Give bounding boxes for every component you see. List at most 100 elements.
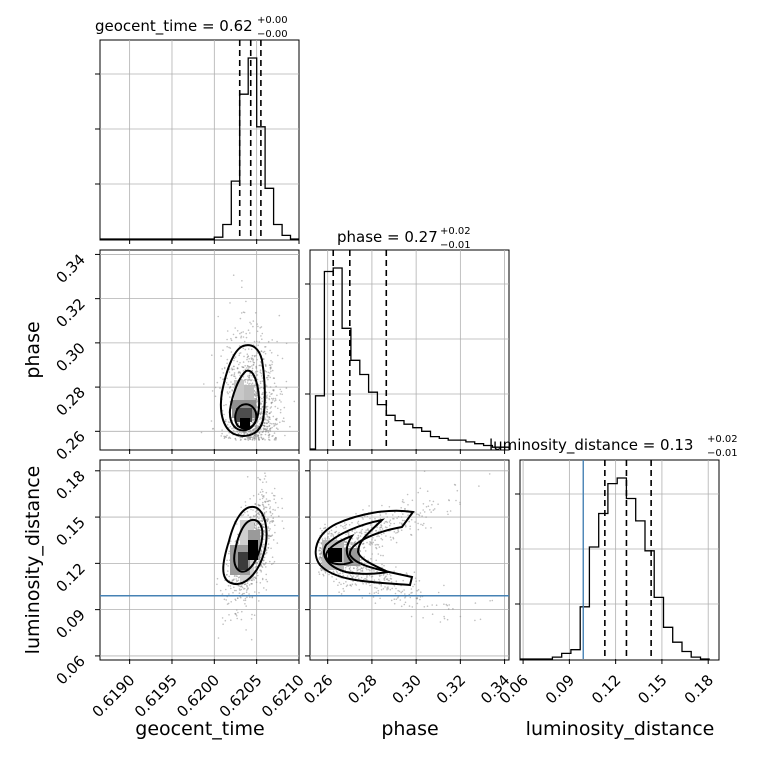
sample-point [324, 523, 326, 526]
sample-point [376, 587, 378, 589]
sample-point [359, 535, 362, 537]
sample-point [255, 565, 258, 568]
sample-point [272, 415, 275, 418]
sample-point [245, 336, 248, 339]
sample-point [443, 603, 445, 605]
x-axis-label-phase: phase [381, 718, 438, 740]
sample-point [251, 357, 254, 360]
sample-point [271, 369, 274, 372]
sample-point [233, 575, 236, 577]
sample-point [366, 541, 368, 544]
sample-point [360, 532, 363, 535]
sample-point [252, 421, 254, 424]
sample-point [239, 352, 242, 354]
sample-point [376, 543, 378, 546]
sample-point [271, 563, 273, 566]
sample-point [261, 520, 263, 523]
sample-point [420, 523, 422, 526]
sample-point [369, 584, 371, 587]
sample-point [284, 434, 286, 437]
sample-point [244, 504, 247, 507]
sample-point [242, 592, 244, 595]
sample-point [257, 476, 259, 479]
sample-point [240, 588, 243, 591]
sample-point [403, 508, 406, 510]
sample-point [239, 361, 241, 364]
sample-point [397, 515, 400, 518]
sample-point [381, 504, 383, 507]
sample-point [378, 578, 380, 581]
sample-point [366, 575, 368, 577]
sample-point [220, 435, 222, 437]
sample-point [229, 585, 232, 587]
sample-point [263, 529, 266, 532]
sample-point [268, 534, 271, 537]
sample-point [229, 302, 231, 304]
sample-point [271, 392, 273, 395]
sample-point [358, 531, 361, 534]
sample-point [425, 516, 427, 518]
sample-point [274, 531, 276, 534]
sample-point [348, 524, 351, 526]
sample-point [236, 597, 239, 600]
sample-point [274, 501, 277, 504]
sample-point [275, 427, 278, 430]
title-phase: phase = 0.27 +0.02 −0.01 [337, 226, 471, 251]
sample-point [388, 579, 391, 582]
sample-point [256, 528, 259, 531]
density-cell [328, 548, 342, 562]
sample-point [227, 570, 229, 572]
sample-point [238, 576, 241, 578]
sample-point [245, 438, 247, 441]
sample-point [269, 535, 272, 537]
sample-point [254, 395, 257, 398]
sample-point [400, 507, 403, 509]
sample-point [322, 573, 324, 576]
sample-point [389, 519, 392, 521]
sample-point [262, 391, 264, 394]
density-cell [238, 552, 248, 570]
sample-point [263, 508, 265, 510]
sample-point [265, 413, 268, 415]
sample-point [270, 397, 273, 400]
sample-point [269, 511, 272, 514]
density-cell [244, 385, 254, 410]
sample-point [243, 432, 246, 435]
sample-point [430, 527, 432, 529]
sample-point [342, 587, 345, 590]
sample-point [351, 537, 354, 540]
sample-point [226, 391, 229, 393]
sample-point [274, 397, 277, 400]
sample-point [264, 475, 267, 477]
sample-point [262, 546, 264, 548]
sample-point [260, 365, 263, 367]
sample-point [245, 300, 247, 303]
sample-point [363, 546, 366, 549]
sample-point [254, 372, 256, 374]
sample-point [410, 588, 413, 590]
sample-point [234, 598, 236, 601]
sample-point [219, 376, 222, 379]
sample-point [240, 336, 242, 339]
sample-point [362, 566, 365, 568]
sample-point [250, 508, 252, 511]
sample-point [374, 539, 376, 541]
sample-point [231, 374, 233, 376]
sample-point [332, 535, 335, 538]
sample-point [251, 367, 254, 370]
sample-point [264, 506, 267, 509]
sample-point [247, 514, 249, 516]
sample-point [265, 491, 268, 494]
sample-point [238, 352, 241, 355]
sample-point [263, 556, 266, 559]
sample-point [265, 401, 268, 404]
sample-point [250, 348, 253, 351]
sample-point [241, 286, 243, 289]
sample-point [357, 575, 359, 577]
sample-point [255, 398, 257, 400]
sample-point [240, 335, 243, 338]
title-text: luminosity_distance = 0.13 [489, 436, 693, 455]
panel-geocent-time-hist [99, 39, 300, 241]
sample-point [254, 591, 256, 593]
sample-point [249, 360, 252, 363]
